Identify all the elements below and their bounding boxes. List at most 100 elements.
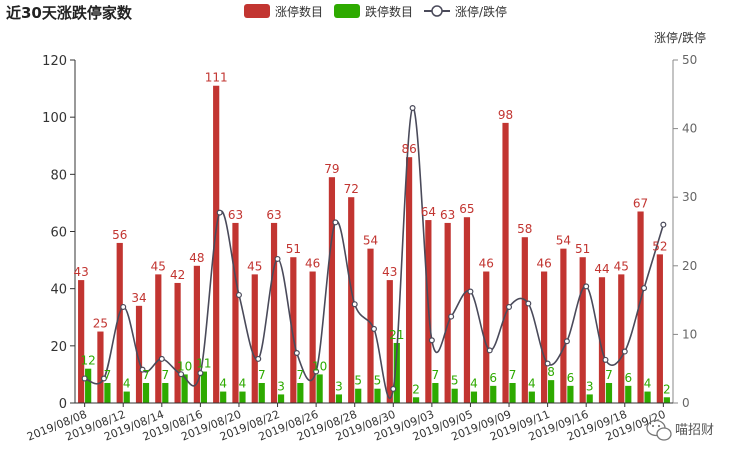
data-label-rise-limit: 51: [575, 242, 590, 256]
data-label-fall-limit: 3: [586, 379, 594, 393]
ratio-point: [641, 285, 648, 292]
legend-label-fall-limit: 跌停数目: [365, 4, 413, 19]
data-label-rise-limit: 44: [594, 262, 609, 276]
bar-fall-limit: [316, 374, 323, 403]
ratio-point: [660, 221, 667, 228]
ratio-point: [583, 283, 590, 290]
data-label-fall-limit: 7: [104, 368, 112, 382]
bar-rise-limit: [637, 211, 644, 403]
ratio-point: [602, 356, 609, 363]
bar-rise-limit: [579, 257, 586, 403]
data-label-fall-limit: 7: [142, 368, 150, 382]
data-label-fall-limit: 7: [297, 368, 305, 382]
data-label-rise-limit: 45: [614, 259, 629, 273]
bar-rise-limit: [251, 274, 258, 403]
bar-fall-limit: [355, 388, 362, 403]
bar-rise-limit: [290, 257, 297, 403]
ratio-point: [197, 370, 204, 377]
y-left-tick-label: 40: [50, 283, 67, 298]
data-label-fall-limit: 3: [277, 379, 285, 393]
data-label-rise-limit: 45: [247, 259, 262, 273]
y-right-tick-label: 0: [682, 396, 690, 410]
legend: 涨停数目 跌停数目 涨停/跌停: [244, 4, 507, 19]
bar-rise-limit: [213, 85, 220, 403]
data-label-fall-limit: 7: [258, 368, 266, 382]
bar-rise-limit: [155, 274, 162, 403]
bar-rise-limit: [116, 242, 123, 403]
ratio-point: [178, 371, 185, 378]
bar-fall-limit: [258, 382, 265, 403]
data-label-rise-limit: 64: [421, 205, 436, 219]
bar-rise-limit: [328, 177, 336, 403]
bar-rise-limit: [483, 271, 490, 403]
ratio-point: [486, 347, 493, 354]
bar-fall-limit: [220, 391, 227, 403]
legend-label-ratio: 涨停/跌停: [455, 4, 507, 19]
data-label-rise-limit: 48: [189, 251, 204, 265]
bar-fall-limit: [181, 374, 188, 403]
ratio-point: [371, 325, 378, 332]
data-label-fall-limit: 10: [177, 359, 192, 373]
ratio-point: [621, 348, 628, 355]
data-label-fall-limit: 4: [239, 377, 247, 391]
data-label-rise-limit: 67: [633, 196, 648, 210]
data-label-rise-limit: 56: [112, 228, 127, 242]
data-label-rise-limit: 43: [382, 265, 397, 279]
data-label-rise-limit: 98: [498, 108, 513, 122]
bar-rise-limit: [386, 280, 393, 403]
bar-fall-limit: [393, 342, 400, 403]
ratio-point: [235, 291, 242, 298]
bar-fall-limit: [644, 391, 651, 403]
bar-fall-limit: [663, 397, 670, 403]
y-right-tick-label: 30: [682, 190, 697, 204]
bar-rise-limit: [270, 222, 278, 403]
bar-fall-limit: [625, 385, 632, 403]
data-labels: 4312257564347457421048111114634457633517…: [74, 71, 671, 397]
ratio-point: [506, 303, 513, 310]
ratio-point: [81, 375, 88, 382]
legend-item-rise-limit[interactable]: 涨停数目: [244, 4, 323, 19]
data-label-fall-limit: 4: [644, 377, 652, 391]
bar-fall-limit: [239, 391, 246, 403]
bar-fall-limit: [412, 397, 420, 403]
ratio-point: [409, 105, 416, 112]
data-label-fall-limit: 4: [528, 377, 536, 391]
ratio-point: [525, 300, 532, 307]
data-label-rise-limit: 63: [440, 208, 455, 222]
bar-fall-limit: [374, 388, 381, 403]
data-label-rise-limit: 54: [363, 234, 378, 248]
bar-rise-limit: [367, 248, 374, 403]
bar-rise-limit: [541, 271, 548, 403]
data-label-rise-limit: 79: [324, 162, 339, 176]
y-left-tick-label: 120: [42, 54, 67, 69]
ratio-point: [255, 355, 262, 362]
data-label-fall-limit: 2: [412, 382, 420, 396]
y-axis-left: 0 20 40 60 80 100 120: [42, 54, 76, 412]
bar-rise-limit: [97, 331, 104, 403]
data-label-fall-limit: 12: [81, 354, 96, 368]
ratio-point: [390, 385, 397, 392]
ratio-point: [428, 337, 435, 344]
data-label-fall-limit: 6: [489, 371, 497, 385]
line-series: [81, 105, 667, 400]
bar-fall-limit: [162, 382, 169, 403]
watermark: 喵招财: [646, 419, 714, 441]
ratio-point: [216, 209, 223, 216]
bar-fall-limit: [567, 385, 574, 403]
legend-item-fall-limit[interactable]: 跌停数目: [334, 4, 413, 19]
data-label-fall-limit: 6: [624, 371, 632, 385]
bar-rise-limit: [463, 217, 471, 403]
ratio-point: [158, 355, 165, 362]
bar-fall-limit: [200, 371, 207, 403]
y-left-tick-label: 0: [59, 397, 67, 412]
bar-rise-limit: [444, 222, 451, 403]
right-axis-name: 涨停/跌停: [654, 30, 706, 45]
legend-item-ratio[interactable]: 涨停/跌停: [424, 4, 507, 19]
data-label-rise-limit: 46: [305, 257, 320, 271]
y-left-tick-label: 20: [50, 340, 67, 355]
data-label-fall-limit: 6: [567, 371, 575, 385]
y-axis-right: 0 10 20 30 40 50: [672, 53, 697, 410]
ratio-point: [293, 349, 300, 356]
bar-rise-limit: [193, 265, 200, 403]
data-label-fall-limit: 2: [663, 382, 671, 396]
